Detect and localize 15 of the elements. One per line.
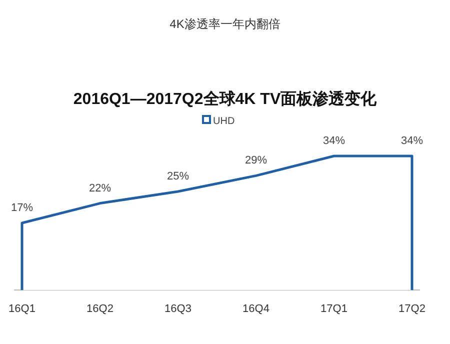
x-tick-label: 16Q2 xyxy=(86,303,114,315)
x-tick-label: 17Q1 xyxy=(320,303,348,315)
data-label: 29% xyxy=(244,154,268,167)
x-tick-label: 16Q4 xyxy=(242,303,270,315)
x-tick-label: 16Q1 xyxy=(8,303,36,315)
data-label: 34% xyxy=(400,135,424,147)
legend-label: UHD xyxy=(213,116,235,127)
data-label: 17% xyxy=(10,202,34,214)
data-label: 34% xyxy=(322,135,346,147)
x-tick-label: 17Q2 xyxy=(398,303,426,315)
chart-title: 4K渗透率一年内翻倍 xyxy=(170,17,280,31)
data-label: 22% xyxy=(88,182,112,194)
data-label: 25% xyxy=(166,170,190,182)
x-tick-label: 16Q3 xyxy=(164,303,192,315)
chart-subtitle: 2016Q1—2017Q2全球4K TV面板渗透变化 xyxy=(73,90,378,108)
